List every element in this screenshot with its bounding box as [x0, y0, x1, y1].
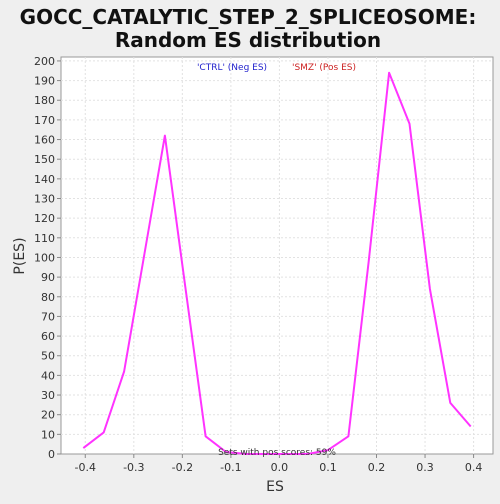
x-tick-label: 0.4 — [465, 461, 483, 474]
y-tick-label: 110 — [34, 232, 55, 245]
axes: -0.4 -0.3 -0.2 -0.1 0.0 0.1 0.2 0.3 0.4 0 10 20 30 40… — [34, 55, 482, 474]
x-tick-label: 0.0 — [271, 461, 289, 474]
grid — [61, 57, 493, 454]
y-tick-label: 200 — [34, 55, 55, 68]
x-tick-label: -0.3 — [123, 461, 144, 474]
x-tick-label: 0.1 — [319, 461, 337, 474]
y-tick-label: 140 — [34, 173, 55, 186]
y-tick-label: 0 — [48, 448, 55, 461]
y-tick-label: 40 — [41, 369, 55, 382]
y-tick-label: 20 — [41, 409, 55, 422]
y-tick-label: 50 — [41, 350, 55, 363]
chart-title-line-2: Random ES distribution — [115, 28, 381, 52]
y-tick-label: 90 — [41, 271, 55, 284]
y-axis-label: P(ES) — [12, 237, 28, 274]
chart-annotation: Sets with pos scores: 59% — [218, 448, 336, 458]
y-tick-label: 120 — [34, 212, 55, 225]
y-tick-label: 60 — [41, 330, 55, 343]
y-tick-label: 80 — [41, 291, 55, 304]
y-tick-label: 100 — [34, 251, 55, 264]
series — [82, 71, 472, 455]
y-tick-label: 150 — [34, 153, 55, 166]
x-tick-label: -0.2 — [172, 461, 193, 474]
x-axis-label: ES — [266, 479, 284, 495]
x-tick-label: 0.3 — [416, 461, 434, 474]
y-tick-label: 170 — [34, 114, 55, 127]
x-tick-label: -0.1 — [220, 461, 241, 474]
chart-title-line-1: GOCC_CATALYTIC_STEP_2_SPLICEOSOME: — [20, 5, 477, 29]
y-tick-label: 10 — [41, 428, 55, 441]
y-tick-label: 70 — [41, 310, 55, 323]
x-tick-label: -0.4 — [75, 461, 96, 474]
y-tick-label: 160 — [34, 134, 55, 147]
y-tick-label: 180 — [34, 94, 55, 107]
x-tick-label: 0.2 — [368, 461, 386, 474]
y-tick-label: 130 — [34, 193, 55, 206]
legend-entry-smz: 'SMZ' (Pos ES) — [292, 63, 356, 73]
y-tick-label: 30 — [41, 389, 55, 402]
y-tick-label: 190 — [34, 75, 55, 88]
es-distribution-line — [82, 71, 472, 455]
plot-area — [60, 56, 494, 455]
legend-entry-ctrl: 'CTRL' (Neg ES) — [197, 63, 267, 73]
